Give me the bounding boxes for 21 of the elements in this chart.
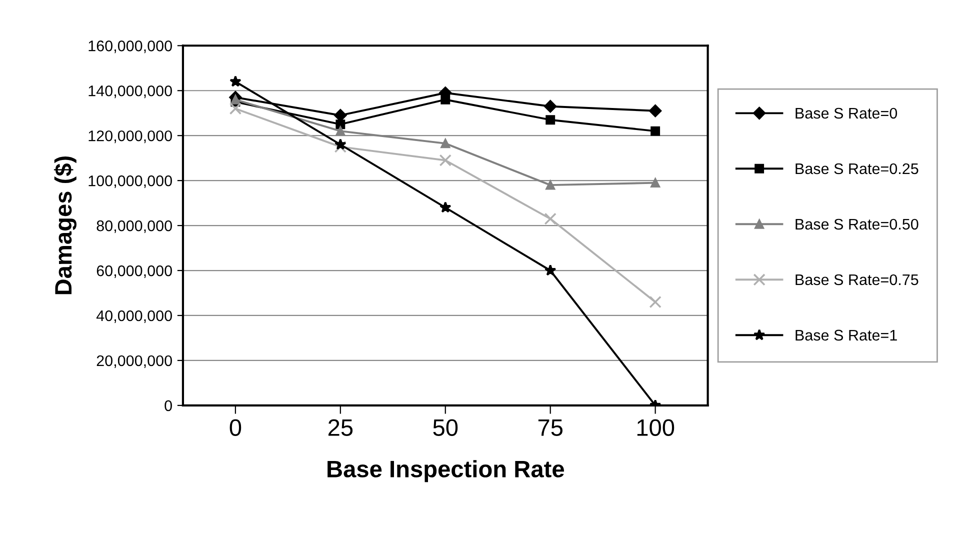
y-tick-label: 140,000,000 bbox=[88, 85, 172, 98]
y-tick-label: 80,000,000 bbox=[96, 220, 172, 234]
x-tick-label: 100 bbox=[637, 419, 674, 436]
y-tick-label: 120,000,000 bbox=[88, 130, 172, 144]
x-tick-label: 75 bbox=[538, 419, 562, 436]
legend-label: Base S Rate=0.50 bbox=[796, 218, 918, 230]
y-tick-label: 20,000,000 bbox=[96, 355, 172, 368]
x-tick-label: 25 bbox=[328, 419, 353, 436]
x-axis-title: Base Inspection Rate bbox=[328, 460, 564, 482]
legend-label: Base S Rate=0 bbox=[796, 108, 898, 119]
y-tick-label: 100,000,000 bbox=[88, 175, 172, 188]
x-tick-label: 0 bbox=[230, 419, 242, 436]
legend-label: Base S Rate=0.75 bbox=[796, 274, 918, 286]
y-tick-label: 40,000,000 bbox=[96, 310, 172, 323]
y-tick-label: 60,000,000 bbox=[96, 265, 172, 278]
y-tick-label: 0 bbox=[164, 400, 172, 412]
y-tick-label: 160,000,000 bbox=[88, 40, 172, 54]
legend-label: Base S Rate=1 bbox=[796, 330, 897, 341]
y-axis-title: Damages ($) bbox=[54, 156, 76, 294]
x-tick-label: 50 bbox=[433, 419, 458, 436]
legend-label: Base S Rate=0.25 bbox=[796, 163, 918, 174]
